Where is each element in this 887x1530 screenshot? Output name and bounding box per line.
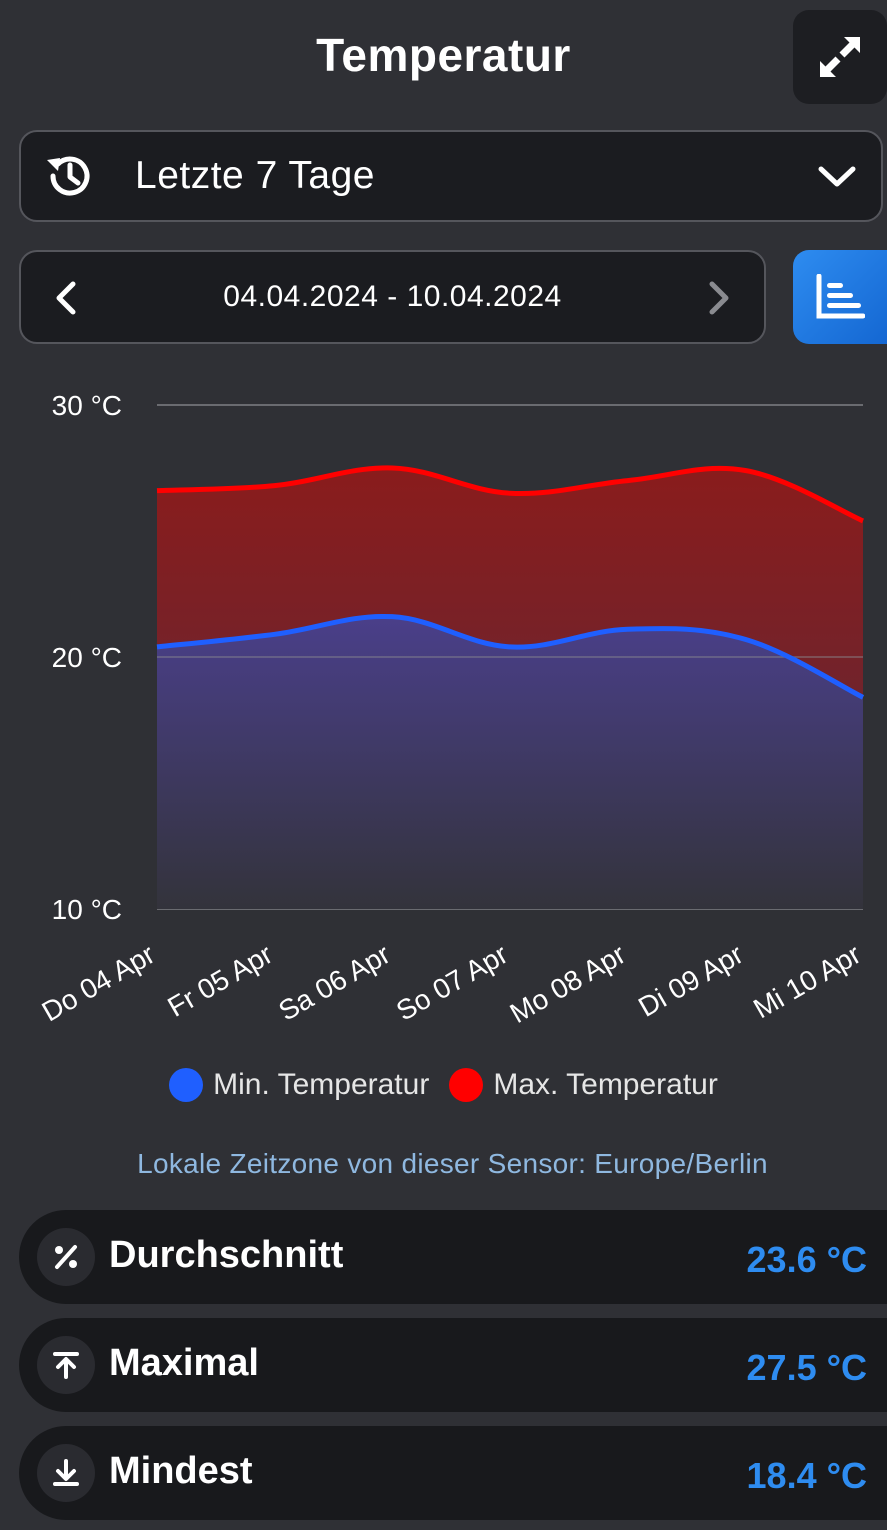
expand-icon	[820, 37, 860, 77]
arrow-up-to-line-icon	[37, 1336, 95, 1394]
y-tick-label: 20 °C	[52, 642, 122, 673]
date-range-navigator: 04.04.2024 - 10.04.2024	[19, 250, 766, 344]
stat-label: Mindest	[109, 1450, 253, 1492]
legend-item-max[interactable]: Max. Temperatur	[449, 1068, 718, 1102]
x-tick-label: Di 09 Apr	[633, 938, 748, 1022]
chart-legend: Min. Temperatur Max. Temperatur	[0, 1068, 887, 1102]
chevron-down-icon	[818, 166, 856, 187]
date-range-text: 04.04.2024 - 10.04.2024	[223, 280, 562, 313]
legend-dot-min	[169, 1068, 204, 1102]
stat-value: 23.6 °C	[746, 1239, 867, 1280]
percent-icon	[37, 1228, 95, 1286]
chart-type-button[interactable]	[793, 250, 887, 344]
legend-dot-max	[449, 1068, 484, 1102]
fullscreen-button[interactable]	[793, 10, 887, 104]
max-temperature-line	[156, 465, 864, 524]
x-tick-label: Mo 08 Apr	[505, 938, 631, 1029]
chart-icon	[816, 274, 865, 319]
stat-value: 18.4 °C	[746, 1455, 867, 1496]
x-tick-label: Sa 06 Apr	[273, 938, 395, 1026]
stat-label: Maximal	[109, 1342, 259, 1384]
legend-item-min[interactable]: Min. Temperatur	[169, 1068, 429, 1102]
history-icon	[47, 156, 90, 196]
legend-label-min: Min. Temperatur	[213, 1068, 430, 1101]
stat-label: Durchschnitt	[109, 1234, 344, 1276]
stat-row-average: Durchschnitt 23.6 °C	[19, 1210, 887, 1304]
time-range-label: Letzte 7 Tage	[135, 154, 375, 197]
timezone-note: Lokale Zeitzone von dieser Sensor: Europ…	[137, 1148, 768, 1179]
min-temperature-line	[156, 613, 865, 700]
page-title: Temperatur	[316, 29, 571, 81]
y-tick-label: 10 °C	[52, 894, 122, 925]
stat-row-maximum: Maximal 27.5 °C	[19, 1318, 887, 1412]
chevron-left-icon[interactable]	[51, 280, 81, 316]
min-temperature-area	[157, 616, 863, 909]
stat-row-minimum: Mindest 18.4 °C	[19, 1426, 887, 1520]
x-tick-label: Fr 05 Apr	[162, 938, 277, 1022]
x-tick-label: So 07 Apr	[391, 938, 513, 1026]
y-tick-label: 30 °C	[52, 390, 122, 421]
stat-value: 27.5 °C	[746, 1347, 867, 1388]
legend-label-max: Max. Temperatur	[493, 1068, 718, 1101]
chevron-right-icon[interactable]	[704, 280, 734, 316]
time-range-dropdown[interactable]: Letzte 7 Tage	[19, 130, 883, 222]
x-tick-label: Mi 10 Apr	[748, 938, 866, 1024]
x-tick-label: Do 04 Apr	[37, 938, 160, 1027]
arrow-down-to-line-icon	[37, 1444, 95, 1502]
